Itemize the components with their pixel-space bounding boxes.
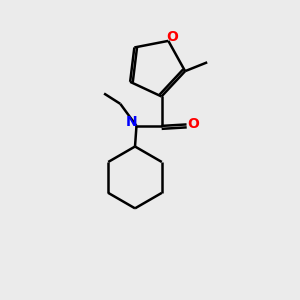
Text: N: N <box>125 116 137 129</box>
Text: O: O <box>188 117 200 131</box>
Text: O: O <box>166 30 178 44</box>
